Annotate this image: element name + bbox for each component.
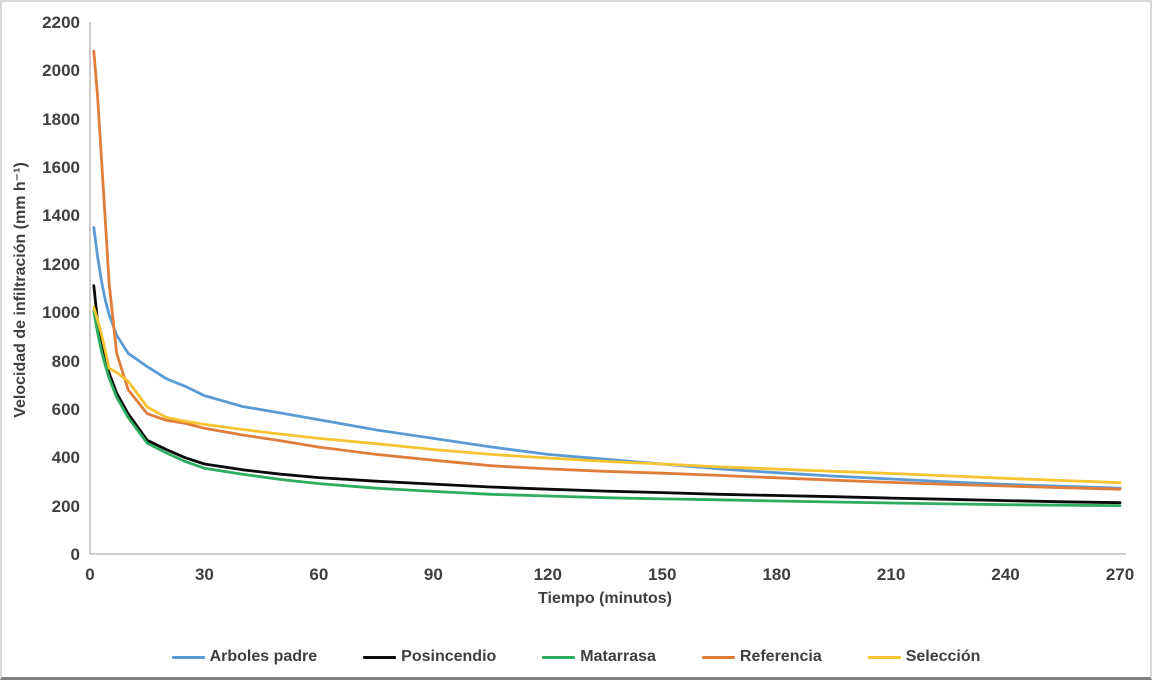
legend-swatch-icon [363, 655, 397, 659]
x-tick-90: 90 [423, 565, 443, 584]
x-axis-title: Tiempo (minutos) [538, 590, 672, 607]
legend-label: Arboles padre [209, 648, 318, 665]
legend-swatch-icon [171, 655, 205, 659]
series-line-referencia [92, 49, 1122, 491]
series-line-selección [92, 305, 1122, 485]
x-tick-30: 30 [194, 565, 214, 584]
legend-swatch-icon [701, 655, 735, 659]
y-tick-0: 0 [70, 545, 80, 564]
legend-label: Matarrasa [580, 648, 656, 665]
legend-swatch-icon [542, 655, 576, 659]
x-tick-60: 60 [309, 565, 329, 584]
x-tick-210: 210 [876, 565, 906, 584]
legend-label: Posincendio [401, 648, 497, 665]
y-tick-2200: 2200 [42, 13, 80, 32]
legend-item-matarrasa: Matarrasa [542, 648, 656, 666]
legend-label: Referencia [739, 648, 822, 665]
legend-label: Selección [905, 648, 981, 665]
y-tick-800: 800 [51, 351, 80, 371]
series-line-matarrasa [92, 309, 1122, 508]
legend-item-posincendio: Posincendio [363, 648, 496, 666]
legend-item-arboles-padre: Arboles padre [171, 648, 318, 666]
x-tick-270: 270 [1105, 565, 1135, 584]
y-tick-200: 200 [51, 496, 80, 516]
series-line-posincendio [92, 284, 1122, 505]
x-tick-120: 120 [533, 565, 562, 584]
y-tick-1800: 1800 [42, 109, 80, 129]
y-tick-2000: 2000 [42, 61, 80, 81]
y-tick-1600: 1600 [42, 158, 80, 178]
legend-swatch-icon [867, 655, 901, 659]
y-tick-1000: 1000 [42, 303, 80, 323]
legend-item-referencia: Referencia [701, 648, 822, 666]
chart-legend: Arboles padre Posincendio Matarrasa Referen… [2, 648, 1150, 666]
y-tick-400: 400 [51, 448, 80, 468]
x-tick-240: 240 [991, 565, 1020, 584]
y-tick-1400: 1400 [42, 206, 80, 226]
x-tick-0: 0 [85, 565, 95, 584]
x-tick-150: 150 [648, 565, 677, 584]
x-tick-180: 180 [762, 565, 791, 584]
y-tick-600: 600 [51, 399, 80, 419]
legend-item-selección: Selección [867, 648, 981, 666]
series-line-arboles-padre [92, 226, 1122, 490]
y-tick-1200: 1200 [42, 254, 80, 274]
